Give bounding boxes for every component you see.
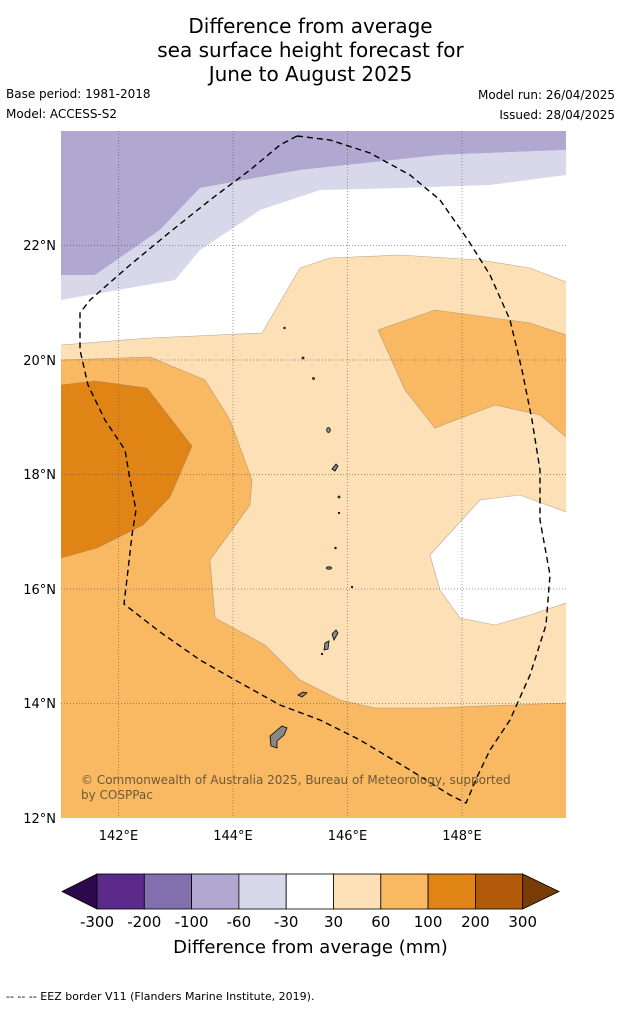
title-line-1: Difference from average [188,14,433,38]
title-line-3: June to August 2025 [208,62,413,86]
colorbar-label: 300 [508,913,537,931]
colorbar-segment [285,873,334,910]
colorbar-label: -200 [127,913,161,931]
y-tick-16: 16°N [23,583,56,598]
gridlines [61,131,566,818]
x-tick-142: 142°E [99,829,139,844]
colorbar-segment [238,873,287,910]
colorbar-segment [96,873,145,910]
eez-footnote: -- -- -- EEZ border V11 (Flanders Marine… [6,990,315,1003]
contour-60-100-south [61,357,566,818]
colorbar-label: 200 [461,913,490,931]
x-tick-146: 146°E [328,829,368,844]
colorbar-label: 100 [414,913,443,931]
eez-border [79,135,551,804]
colorbar-label: -300 [80,913,114,931]
contour-100-200 [61,381,192,558]
colorbar-extend-high [522,873,560,910]
contour-fill: © Commonwealth of Australia 2025, Bureau… [61,131,566,818]
colorbar-segment [474,873,524,910]
chart-title: Difference from average sea surface heig… [0,14,621,86]
y-axis-ticks: 22°N 20°N 18°N 16°N 14°N 12°N [23,239,56,827]
colorbar-title: Difference from average (mm) [173,937,448,958]
colorbar-segment [427,873,476,910]
colorbar-segment [333,873,382,910]
colorbar-segment [143,873,193,910]
title-line-2: sea surface height forecast for [157,38,464,62]
y-tick-18: 18°N [23,468,56,483]
islands [269,326,354,749]
y-tick-20: 20°N [23,354,56,369]
colorbar-label: 60 [371,913,390,931]
issued-date: Issued: 28/04/2025 [499,108,615,122]
y-tick-12: 12°N [23,812,56,827]
colorbar-segment [380,873,429,910]
colorbar-label: -100 [175,913,209,931]
colorbar-segment [191,873,240,910]
x-tick-144: 144°E [213,829,253,844]
colorbar-extend-low [61,873,98,910]
base-period: Base period: 1981-2018 [6,87,151,101]
contour-neg-100-60 [61,131,566,275]
y-tick-22: 22°N [23,239,56,254]
x-tick-148: 148°E [442,829,482,844]
copyright-line-2: by COSPPac [81,788,153,802]
model-name: Model: ACCESS-S2 [6,107,118,121]
colorbar: -300 -200 -100 -60 -30 30 60 100 200 300 [61,873,560,931]
contour-neg-60-30 [61,150,566,300]
colorbar-label: -60 [227,913,252,931]
contour-60-100-east [378,310,566,437]
colorbar-label: 30 [324,913,343,931]
copyright-line-1: © Commonwealth of Australia 2025, Bureau… [81,773,511,787]
x-axis-ticks: 142°E 144°E 146°E 148°E [99,829,482,844]
colorbar-label: -30 [274,913,299,931]
y-tick-14: 14°N [23,697,56,712]
model-run: Model run: 26/04/2025 [477,88,615,102]
